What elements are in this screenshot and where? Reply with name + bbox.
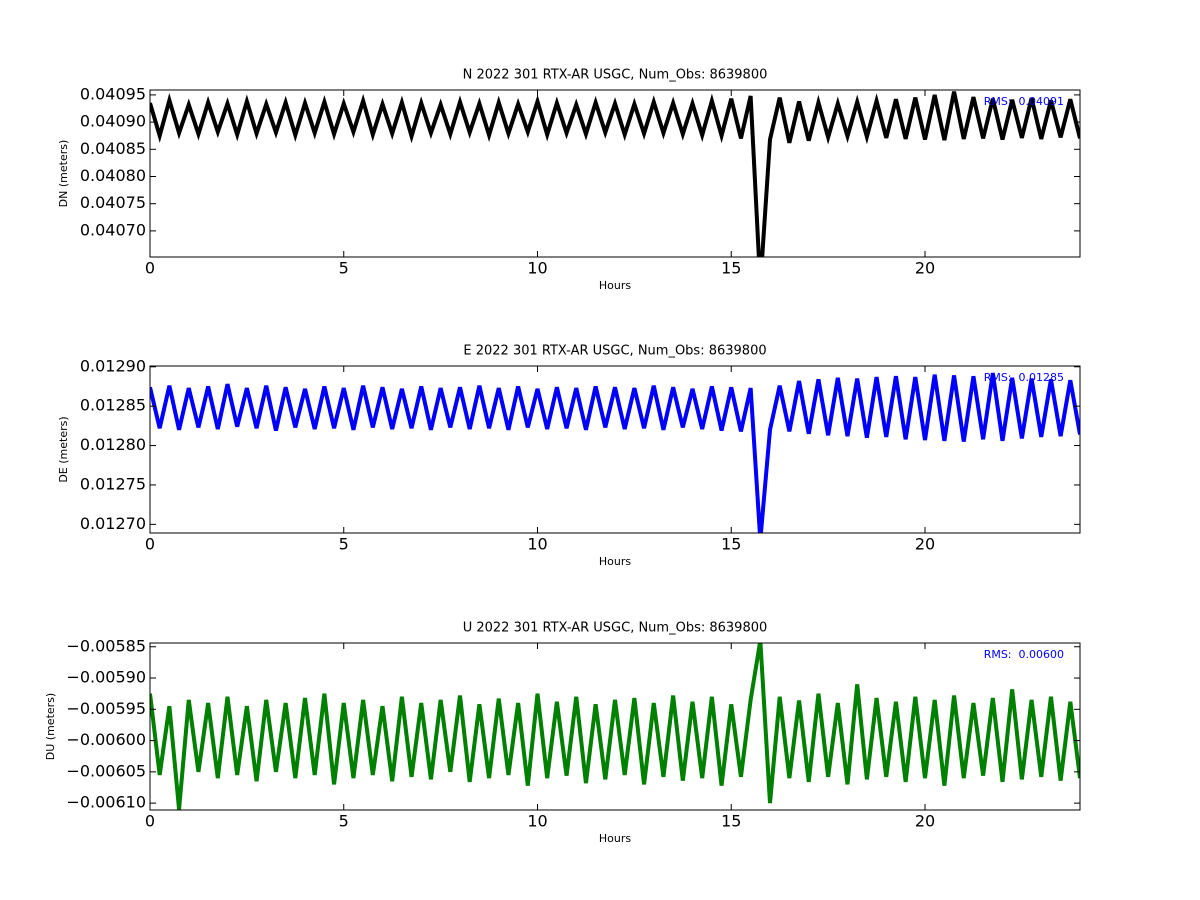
x-axis-label: Hours bbox=[599, 832, 631, 845]
x-tick-label: 10 bbox=[527, 535, 547, 554]
y-tick-label: 0.04085 bbox=[80, 139, 146, 158]
y-tick-label: 0.01290 bbox=[80, 356, 146, 375]
y-axis-label: DU (meters) bbox=[44, 693, 57, 760]
subplot-title: E 2022 301 RTX-AR USGC, Num_Obs: 8639800 bbox=[463, 344, 766, 359]
y-tick-label: −0.00600 bbox=[66, 730, 146, 749]
y-tick-label: 0.01270 bbox=[80, 514, 146, 533]
subplot: −0.00610 −0.00605 −0.00600 −0.00595 −0.00590… bbox=[44, 621, 1081, 845]
y-tick-label: 0.04075 bbox=[80, 193, 146, 212]
subplot: 0.04070 0.04075 0.04080 0.04085 0.04090 0.040… bbox=[57, 68, 1081, 292]
x-tick-label: 5 bbox=[339, 812, 349, 831]
plot-area bbox=[150, 91, 1080, 257]
axes-frame bbox=[149, 89, 1081, 258]
y-tick-label: −0.00585 bbox=[66, 636, 146, 655]
plot-area bbox=[150, 643, 1080, 810]
x-tick-label: 15 bbox=[721, 812, 741, 831]
data-line bbox=[150, 643, 1080, 810]
x-tick-label: 15 bbox=[721, 535, 741, 554]
axes-frame bbox=[149, 642, 1081, 811]
rms-annotation: RMS: 0.00600 bbox=[984, 648, 1064, 661]
y-tick-label: −0.00590 bbox=[66, 668, 146, 687]
data-line bbox=[150, 91, 1080, 257]
data-line bbox=[150, 372, 1080, 533]
y-tick-label: −0.00595 bbox=[66, 699, 146, 718]
y-tick-label: −0.00605 bbox=[66, 761, 146, 780]
x-axis-label: Hours bbox=[599, 555, 631, 568]
y-tick-label: 0.01280 bbox=[80, 435, 146, 454]
y-axis-label: DE (meters) bbox=[57, 416, 70, 482]
y-tick-label: 0.04095 bbox=[80, 84, 146, 103]
axes-frame bbox=[149, 365, 1081, 534]
y-axis-label: DN (meters) bbox=[57, 140, 70, 208]
x-tick-label: 5 bbox=[339, 535, 349, 554]
x-tick-label: 0 bbox=[145, 535, 155, 554]
x-tick-label: 10 bbox=[527, 259, 547, 278]
x-tick-label: 5 bbox=[339, 259, 349, 278]
y-tick-label: 0.04070 bbox=[80, 220, 146, 239]
x-tick-label: 10 bbox=[527, 812, 547, 831]
y-tick-label: 0.01285 bbox=[80, 396, 146, 415]
subplot-title: U 2022 301 RTX-AR USGC, Num_Obs: 8639800 bbox=[463, 621, 768, 636]
x-tick-label: 20 bbox=[915, 535, 935, 554]
plot-area bbox=[150, 372, 1080, 533]
rms-annotation: RMS: 0.04091 bbox=[984, 95, 1064, 108]
y-tick-label: 0.01275 bbox=[80, 474, 146, 493]
x-tick-label: 20 bbox=[915, 259, 935, 278]
x-axis-label: Hours bbox=[599, 279, 631, 292]
subplot: 0.01270 0.01275 0.01280 0.01285 0.01290 0 5 10 1… bbox=[57, 344, 1081, 568]
x-tick-label: 0 bbox=[145, 812, 155, 831]
x-tick-label: 0 bbox=[145, 259, 155, 278]
x-tick-label: 15 bbox=[721, 259, 741, 278]
y-tick-label: −0.00610 bbox=[66, 793, 146, 812]
y-tick-label: 0.04090 bbox=[80, 112, 146, 131]
x-tick-label: 20 bbox=[915, 812, 935, 831]
subplot-title: N 2022 301 RTX-AR USGC, Num_Obs: 8639800 bbox=[463, 68, 768, 83]
rms-annotation: RMS: 0.01285 bbox=[984, 371, 1064, 384]
y-tick-label: 0.04080 bbox=[80, 166, 146, 185]
